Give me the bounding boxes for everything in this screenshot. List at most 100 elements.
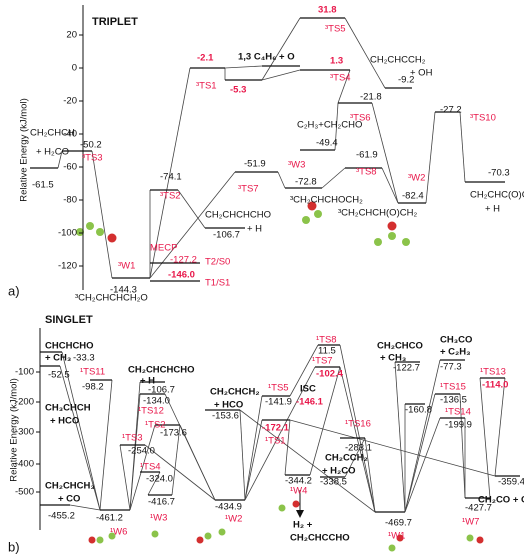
species-label: -106.7 [148,385,175,396]
connector [494,377,506,477]
state-label: ¹TS2 [145,420,166,431]
species-label: -427.7 [465,503,492,514]
species-label: CH₂CCH₂ [325,453,368,464]
species-label: -27.2 [440,105,462,116]
state-label: -172.1 [262,423,290,434]
state-label: ¹TS5 [268,383,289,394]
species-label: + H [140,376,155,387]
connector [261,69,301,81]
species-label: -82.4 [402,191,424,202]
state-label: ¹TS16 [345,419,371,430]
species-label: -254.0 [128,446,155,457]
connector [425,111,436,204]
connector [244,366,316,501]
connector [479,377,491,499]
connector [119,444,131,511]
y-axis-label: Relative Energy (kJ/mol) [9,378,20,481]
y-tick-label: -40 [63,129,77,140]
state-label: T1/S1 [205,278,230,289]
state-label: -2.1 [197,53,214,64]
species-label: -359.4 [498,477,524,488]
state-label: ¹W2 [225,514,242,525]
species-label: -199.9 [445,420,472,431]
state-label: ³TS10 [470,113,496,124]
connector [344,17,386,89]
connector [404,393,436,513]
species-label: ³CH₂CHCHOCH₂ [290,195,363,206]
species-label: + OH [410,68,433,79]
connector [91,150,113,279]
species-label: -344.2 [285,476,312,487]
panel-label: a) [8,283,20,298]
connector [239,409,246,501]
state-label: -146.1 [296,397,324,408]
state-label: ¹TS1 [265,436,286,447]
state-label: ¹TS14 [445,407,471,418]
connector [289,419,496,477]
connector [277,171,286,189]
state-label: ¹TS13 [480,367,506,378]
state-label: ³TS8 [356,167,377,178]
state-label: 1.3 [330,56,343,67]
connector [309,366,341,476]
species-label: + HCO [50,416,79,427]
state-label: ³TS6 [350,113,371,124]
species-label: 1,3 C₄H₆ + O [238,52,295,63]
state-label: ¹W6 [110,527,127,538]
species-label: + H [485,204,500,215]
connector [459,111,466,183]
state-label: ¹TS15 [440,382,466,393]
species-label: + CH₃ [45,353,71,364]
species-label: -33.3 [73,353,95,364]
state-label: T2/S0 [205,257,230,268]
species-label: -106.7 [213,230,240,241]
y-tick-label: -120 [58,261,77,272]
state-label: ³TS3 [82,153,103,164]
state-label: ³W1 [118,261,135,272]
connector [244,395,263,501]
y-tick-label: -60 [63,162,77,173]
connector [404,417,441,513]
connector [337,69,351,104]
species-label: -9.2 [398,75,414,86]
species-label: + H [247,224,262,235]
species-label: CH₂CHCHCHO [128,365,195,376]
species-label: -61.5 [32,180,54,191]
species-label: -461.2 [96,513,123,524]
arrow-head [296,510,304,518]
connector [149,67,191,279]
species-label: -74.1 [160,172,182,183]
species-label: -134.0 [143,396,170,407]
species-label: C₂H₃+CH₂CHO [297,120,362,131]
panel-title: SINGLET [45,314,93,326]
panel-label: b) [8,539,20,554]
species-label: + CO [58,494,80,505]
connector [129,393,141,511]
y-tick-label: -200 [15,397,34,408]
state-label: MECP [150,243,177,254]
species-label: CHCHCHO [45,341,94,352]
species-label: -141.9 [265,397,292,408]
species-label: -455.2 [48,511,75,522]
species-label: + CH₃ [380,353,406,364]
state-label: ¹W1 [388,531,405,542]
connector [364,437,376,513]
state-label: 31.8 [318,5,337,16]
species-label: -122.7 [393,363,420,374]
species-label: -153.6 [212,411,239,422]
state-label: -114.0 [482,380,508,391]
y-tick-label: 0 [72,63,77,74]
y-tick-label: -20 [63,96,77,107]
species-label: CH₂CHCCH₂ [370,55,426,66]
y-tick-label: -100 [15,367,34,378]
connector [149,171,236,279]
y-tick-label: -300 [15,427,34,438]
state-label: -5.3 [230,85,246,96]
species-label: CH₂CHCH [30,128,75,139]
state-label: ³TS7 [238,184,259,195]
connector [339,366,376,513]
connector [381,167,399,204]
state-label: -127.2 [170,255,197,266]
species-label: -21.8 [360,92,382,103]
